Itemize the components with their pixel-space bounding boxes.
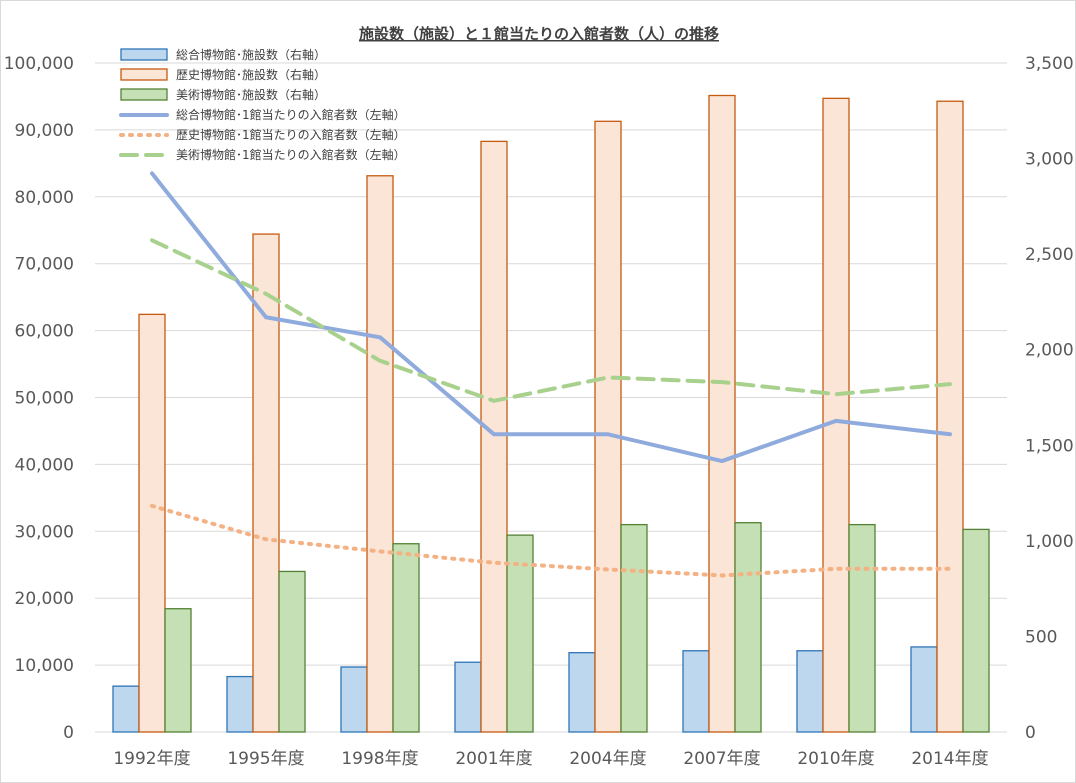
bar — [278, 570, 306, 733]
x-tick-label: 1992年度 — [113, 749, 190, 769]
bars — [112, 94, 990, 733]
bar — [366, 175, 394, 733]
bar — [682, 650, 710, 733]
right-tick-label: 2,000 — [1025, 341, 1074, 361]
bar — [822, 97, 850, 733]
bar — [796, 650, 824, 733]
series-line — [150, 171, 952, 464]
bar — [164, 608, 192, 733]
x-tick-label: 1995年度 — [227, 749, 304, 769]
series-line — [150, 238, 952, 403]
right-tick-label: 1,500 — [1025, 436, 1074, 456]
left-tick-label: 80,000 — [15, 188, 74, 208]
right-tick-label: 1,000 — [1025, 532, 1074, 552]
left-tick-label: 90,000 — [15, 121, 74, 141]
left-tick-label: 40,000 — [15, 455, 74, 475]
legend-label: 総合博物館･1館当たりの入館者数（左軸） — [176, 107, 406, 122]
right-tick-label: 3,500 — [1025, 54, 1074, 74]
left-axis-ticks: 0 10,000 20,000 30,000 40,000 50,000 60,000 70,… — [4, 54, 74, 743]
lines — [150, 171, 952, 578]
right-tick-label: 500 — [1025, 627, 1057, 647]
x-tick-label: 2004年度 — [569, 749, 646, 769]
x-tick-label: 2010年度 — [797, 749, 874, 769]
bar — [620, 523, 648, 733]
bar — [568, 652, 596, 733]
legend-swatch — [120, 68, 168, 81]
bar — [936, 100, 964, 733]
left-tick-label: 100,000 — [4, 54, 74, 74]
bar — [340, 666, 368, 733]
bar — [708, 94, 736, 733]
left-tick-label: 0 — [63, 723, 74, 743]
x-axis-ticks: 1992年度 1995年度 1998年度 2001年度 2004年度 2007年度 2010… — [113, 749, 988, 769]
right-tick-label: 3,000 — [1025, 150, 1074, 170]
x-tick-label: 2001年度 — [455, 749, 532, 769]
right-axis-ticks: 0 500 1,000 1,500 2,000 2,500 3,000 3,500 — [1025, 54, 1074, 743]
bar — [910, 646, 938, 733]
legend-label: 美術博物館･施設数（右軸） — [176, 87, 326, 102]
bar — [594, 120, 622, 733]
x-tick-label: 1998年度 — [341, 749, 418, 769]
x-tick-label: 2007年度 — [683, 749, 760, 769]
bar — [962, 528, 990, 733]
left-tick-label: 30,000 — [15, 522, 74, 542]
legend-label: 総合博物館･施設数（右軸） — [176, 47, 326, 62]
bar — [392, 543, 420, 733]
legend-swatch — [120, 88, 168, 101]
bar — [480, 140, 508, 733]
left-tick-label: 10,000 — [15, 656, 74, 676]
left-tick-label: 20,000 — [15, 589, 74, 609]
gridlines — [95, 62, 1007, 733]
bar — [112, 685, 140, 733]
bar — [848, 523, 876, 733]
bar — [454, 661, 482, 733]
legend: 総合博物館･施設数（右軸） 歴史博物館･施設数（右軸） 美術博物館･施設数（右軸） 総… — [119, 47, 406, 162]
right-tick-label: 2,500 — [1025, 245, 1074, 265]
legend-swatch — [120, 48, 168, 61]
bar — [138, 313, 166, 733]
legend-label: 美術博物館･1館当たりの入館者数（左軸） — [176, 147, 406, 162]
left-tick-label: 50,000 — [15, 389, 74, 409]
series-line — [150, 503, 952, 578]
right-tick-label: 0 — [1025, 723, 1036, 743]
left-tick-label: 60,000 — [15, 322, 74, 342]
left-tick-label: 70,000 — [15, 255, 74, 275]
x-tick-label: 2014年度 — [911, 749, 988, 769]
bar — [226, 675, 254, 733]
legend-label: 歴史博物館･施設数（右軸） — [176, 67, 326, 82]
legend-label: 歴史博物館･1館当たりの入館者数（左軸） — [176, 127, 406, 142]
chart-title: 施設数（施設）と１館当たりの入館者数（人）の推移 — [359, 25, 719, 43]
bar — [506, 534, 534, 733]
bar — [734, 522, 762, 733]
